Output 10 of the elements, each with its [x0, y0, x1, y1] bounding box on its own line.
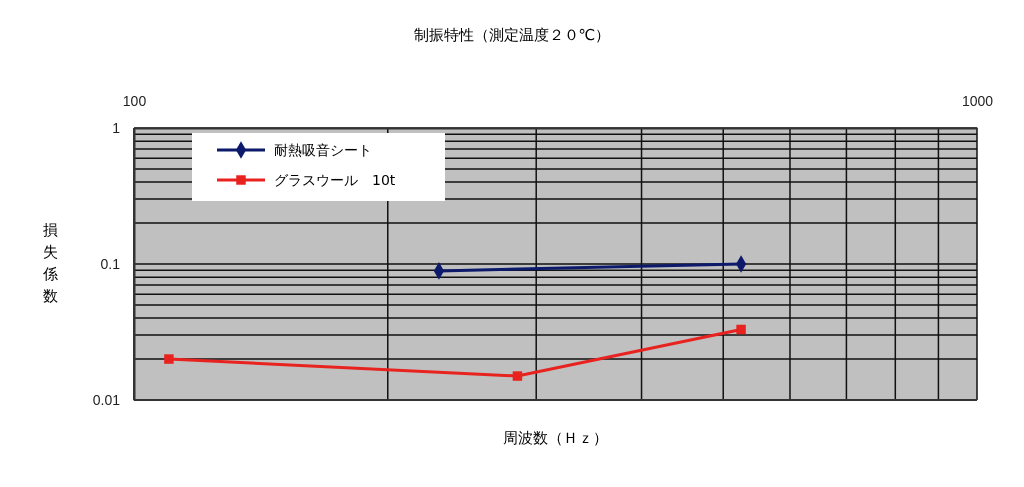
legend-label: 耐熱吸音シート [274, 142, 372, 158]
y-axis-title: 損失係数 [41, 221, 58, 305]
y-tick-label: 0.01 [92, 391, 121, 408]
y-tick-label: 1 [112, 119, 121, 136]
x-axis-title: 周波数（Ｈｚ） [503, 429, 608, 447]
x-tick-label: 100 [122, 93, 147, 109]
chart-title: 制振特性（測定温度２０℃） [413, 26, 611, 44]
x-tick-label: 1000 [961, 93, 994, 109]
y-tick-label: 0.1 [100, 255, 121, 272]
legend-label: グラスウール 10t [274, 172, 396, 188]
